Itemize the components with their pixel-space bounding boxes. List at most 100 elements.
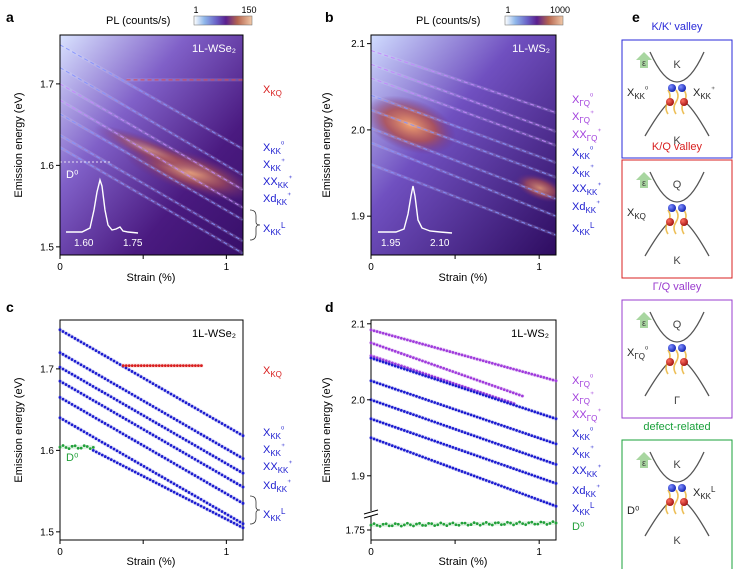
data-point [139, 463, 143, 467]
data-point [187, 425, 191, 429]
data-point [430, 458, 434, 462]
data-point [521, 470, 525, 474]
data-point [460, 353, 464, 357]
data-point [442, 442, 446, 446]
data-point [415, 453, 418, 457]
data-point [466, 355, 470, 358]
data-point [548, 415, 552, 419]
data-point [205, 450, 209, 454]
panel-letter-a: a [6, 9, 14, 25]
data-point [454, 408, 458, 412]
data-point [67, 447, 71, 451]
data-point [506, 366, 509, 369]
data-point [103, 455, 107, 458]
data-point [208, 438, 212, 441]
peak-label: XKK⁺ [572, 444, 594, 460]
data-point [408, 355, 412, 359]
data-point [421, 342, 424, 346]
data-point [548, 479, 552, 483]
data-point [551, 480, 555, 484]
data-point [481, 477, 485, 481]
data-point [157, 364, 161, 368]
data-point [460, 430, 464, 433]
data-point [400, 364, 403, 368]
data-point [133, 394, 137, 398]
data-point [106, 456, 110, 460]
data-point [527, 494, 531, 498]
data-point [232, 451, 236, 455]
data-point [178, 397, 182, 401]
electron [678, 204, 686, 212]
data-point [238, 432, 242, 436]
data-point [187, 470, 191, 474]
data-point [181, 437, 185, 440]
data-point [503, 463, 506, 467]
data-point [196, 408, 200, 412]
data-point [399, 352, 403, 355]
data-point [396, 426, 400, 430]
data-point [527, 453, 531, 457]
data-point [521, 370, 525, 374]
data-point [415, 357, 418, 361]
axis-break-d [363, 509, 379, 519]
material-label-c: 1L-WSe₂ [192, 328, 236, 340]
data-point [238, 500, 242, 503]
data-point [421, 523, 424, 527]
data-point [484, 360, 488, 364]
data-point [235, 498, 239, 502]
peak-label: XdKK⁺ [263, 478, 291, 494]
data-point [151, 364, 155, 368]
data-point [226, 513, 230, 517]
schematic-title: defect-related [643, 421, 710, 433]
data-point [409, 431, 412, 434]
data-point [109, 409, 113, 413]
data-point [70, 335, 74, 339]
data-point [70, 386, 74, 390]
data-point [439, 441, 443, 445]
data-point [487, 361, 491, 364]
electron [668, 484, 676, 492]
electron [678, 344, 686, 352]
data-point [205, 413, 209, 417]
data-point [187, 364, 191, 368]
data-point [457, 352, 461, 356]
data-point [115, 384, 119, 387]
data-point [463, 374, 467, 378]
data-point [166, 487, 170, 491]
data-point [223, 461, 227, 465]
data-point [118, 414, 122, 418]
data-point [103, 377, 107, 381]
data-point [175, 484, 179, 487]
colorbar-max-a: 150 [241, 5, 256, 15]
data-point [142, 475, 146, 479]
data-point [436, 421, 440, 425]
data-point [381, 358, 385, 362]
data-point [235, 468, 239, 472]
conduction-band [649, 171, 705, 203]
data-point [533, 410, 537, 414]
peak-label: XΓQ⁺ [572, 390, 594, 406]
data-point [396, 446, 400, 450]
data-point [502, 388, 506, 392]
data-point [469, 356, 473, 359]
data-point [145, 401, 149, 405]
data-point [133, 470, 137, 474]
data-point [157, 483, 161, 486]
data-point [82, 342, 86, 346]
data-point [496, 398, 500, 402]
fit-line [371, 50, 556, 114]
data-point [375, 358, 379, 362]
data-point [506, 425, 509, 429]
data-point [130, 370, 134, 373]
peak-label: XXΓQ⁺ [572, 407, 602, 423]
peak-label: XKK⁰ [263, 140, 284, 156]
data-point [512, 428, 515, 431]
data-point [184, 364, 188, 368]
data-point [378, 382, 382, 386]
data-point [196, 475, 200, 479]
data-point [463, 354, 467, 358]
data-point [393, 406, 397, 410]
strain-arrow [636, 52, 652, 68]
data-point [196, 496, 200, 500]
data-point [460, 386, 464, 390]
